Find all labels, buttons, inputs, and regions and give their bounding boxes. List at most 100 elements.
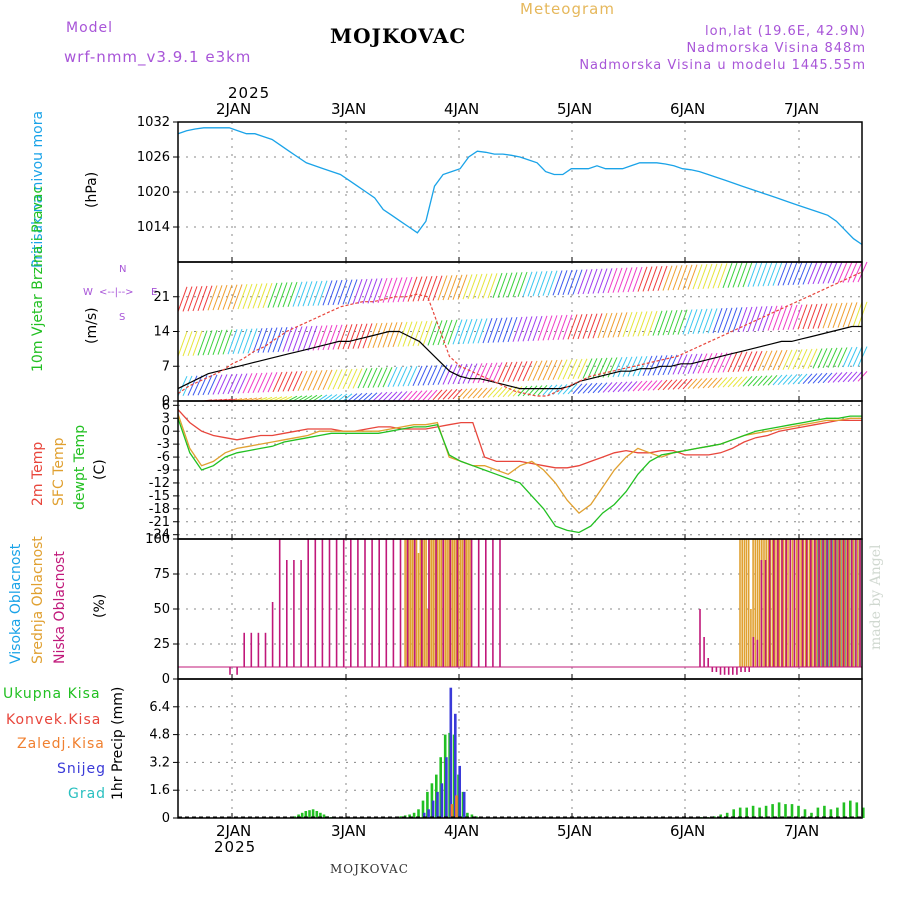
wind-barb-338: [497, 362, 508, 383]
wind-barb-488: [587, 382, 598, 394]
rain-bar-6: [311, 809, 315, 818]
wind-barb-138: [182, 331, 193, 357]
wind-barb-254: [762, 305, 773, 332]
wind-barb-150: [242, 328, 253, 354]
wind-barb-65: [502, 272, 513, 298]
bottom-tick-0: 2JAN: [216, 822, 252, 840]
wind-barb-198: [482, 318, 493, 344]
wind-barb-178: [382, 322, 393, 348]
wind-barb-504: [667, 379, 678, 390]
rain-bar-37: [738, 807, 742, 818]
wind-barb-315: [382, 367, 393, 388]
rain-bar-8: [319, 812, 322, 818]
wind-barb-518: [737, 376, 748, 387]
ytick-label-2-2: -18: [149, 502, 170, 517]
snow-bar-22: [440, 783, 444, 819]
wind-barb-22: [287, 281, 298, 308]
wind-barb-177: [377, 322, 388, 348]
wind-barb-317: [392, 366, 403, 387]
altitude-label: Nadmorska Visina 848m: [686, 41, 866, 56]
wind-barb-107: [712, 263, 723, 289]
wind-barb-455: [422, 389, 433, 401]
wind-barb-122: [787, 261, 798, 286]
wind-barb-465: [472, 387, 483, 399]
wind-barb-516: [727, 376, 738, 388]
meteogram-title: Meteogram: [520, 0, 615, 18]
wind-barb-250: [742, 306, 753, 332]
wind-barb-215: [567, 314, 578, 340]
rain-bar-46: [797, 805, 800, 818]
snow-bar-24: [449, 687, 453, 818]
wind-barb-460: [447, 388, 458, 400]
wind-barb-393: [772, 350, 783, 371]
wind-barb-400: [807, 348, 818, 369]
wind-barb-79: [572, 269, 583, 295]
wind-barb-51: [432, 275, 443, 301]
wind-barb-301: [312, 370, 323, 391]
wind-barb-97: [662, 265, 673, 291]
wind-barb-166: [322, 325, 333, 351]
wind-barb-446: [377, 391, 388, 402]
wind-barb-517: [732, 376, 743, 388]
wind-barb-440: [347, 393, 358, 402]
wind-barb-464: [467, 388, 478, 399]
wind-barb-536: [827, 372, 838, 383]
wind-barb-457: [432, 389, 443, 401]
wind-barb-93: [642, 266, 653, 292]
rain-bar-9: [322, 814, 326, 818]
wind-barb-225: [617, 312, 628, 338]
wind-barb-395: [782, 349, 793, 370]
wind-barb-4: [197, 285, 208, 311]
wind-barb-123: [792, 261, 803, 286]
rain-bar-56: [862, 807, 865, 818]
wind-barb-144: [212, 329, 223, 355]
temp-dewpt-line: [177, 415, 862, 534]
ytick-label-3-1: 25: [153, 637, 170, 652]
wind-barb-256: [772, 305, 783, 331]
wind-barb-537: [832, 372, 843, 383]
top-tick-4: 6JAN: [670, 100, 706, 118]
wind-barb-294: [277, 371, 288, 392]
wind-barb-213: [557, 314, 568, 340]
ytick-label-2-7: -3: [157, 437, 170, 452]
wind-barb-405: [832, 347, 843, 368]
wind-barb-68: [517, 271, 528, 298]
ytick-label-1-0: 0: [162, 394, 170, 409]
wind-barb-224: [612, 312, 623, 338]
wind-barb-264: [812, 303, 823, 329]
wind-barb-54: [447, 274, 458, 301]
wind-barb-194: [462, 318, 473, 345]
wind-barb-285: [232, 373, 243, 394]
wind-barb-308: [347, 368, 358, 389]
wind-barb-236: [672, 309, 683, 335]
wind-barb-463: [462, 388, 473, 399]
wind-barb-203: [507, 316, 518, 343]
wind-barb-270: [842, 302, 853, 328]
wind-barb-441: [352, 392, 363, 402]
wind-barb-160: [292, 326, 303, 352]
wind-barb-200: [492, 317, 503, 343]
wind-barb-36: [357, 278, 368, 304]
wind-barb-355: [582, 358, 593, 379]
legend-freezing-rain: Zaledj.Kisa: [17, 736, 105, 752]
wind-barb-118: [767, 261, 778, 287]
wind-barb-449: [392, 391, 403, 402]
wind-barb-297: [292, 370, 303, 392]
wind-barb-356: [587, 358, 598, 379]
wind-barb-145: [217, 329, 228, 355]
rain-bar-4: [304, 811, 308, 818]
compass-e: E: [151, 287, 158, 298]
wind-barb-347: [542, 360, 553, 381]
wind-barb-529: [792, 373, 803, 385]
wind-barb-534: [817, 372, 828, 384]
wind-barb-220: [592, 313, 603, 339]
wind-barb-187: [427, 320, 438, 346]
wind-barb-239: [687, 309, 698, 335]
wind-barb-55: [452, 274, 463, 300]
wind-barb-8: [217, 284, 228, 311]
wind-barb-453: [412, 390, 423, 402]
wind-barb-180: [392, 321, 403, 348]
wind-barb-168: [332, 324, 343, 350]
rain-bar-33: [713, 816, 716, 818]
wind-barb-346: [537, 360, 548, 381]
